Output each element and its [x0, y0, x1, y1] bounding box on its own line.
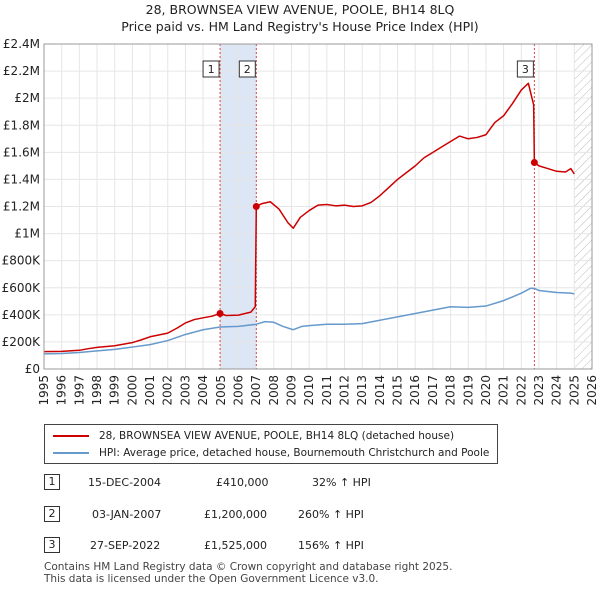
- x-tick-label: 2012: [338, 375, 352, 406]
- y-tick-label: £1.6M: [3, 145, 40, 159]
- y-tick-label: £1.8M: [3, 118, 40, 132]
- sale-hpi: 32% ↑ HPI: [312, 476, 371, 489]
- x-tick-label: 1998: [90, 375, 104, 406]
- y-tick-label: £2M: [14, 91, 40, 105]
- sale-price: £1,200,000: [204, 508, 267, 521]
- legend-item-hpi: HPI: Average price, detached house, Bour…: [53, 445, 489, 461]
- sale-row: 3 27-SEP-2022 £1,525,000 156% ↑ HPI: [44, 537, 464, 555]
- sale-label-box: [202, 60, 220, 78]
- y-tick-label: £2.4M: [3, 37, 40, 51]
- legend: 28, BROWNSEA VIEW AVENUE, POOLE, BH14 8L…: [44, 424, 498, 464]
- sale-marker: [216, 309, 224, 317]
- sale-price: £410,000: [216, 476, 269, 489]
- y-tick-label: £1M: [14, 227, 40, 241]
- x-tick-label: 2013: [355, 375, 369, 406]
- sale-row: 2 03-JAN-2007 £1,200,000 260% ↑ HPI: [44, 506, 464, 524]
- x-tick-label: 2015: [391, 375, 405, 406]
- legend-label-property: 28, BROWNSEA VIEW AVENUE, POOLE, BH14 8L…: [99, 430, 455, 442]
- y-tick-label: £0: [25, 362, 40, 376]
- sale-marker: [530, 158, 538, 166]
- footer-licence: This data is licensed under the Open Gov…: [44, 573, 379, 585]
- sale-hpi: 156% ↑ HPI: [298, 539, 364, 552]
- sale-date: 15-DEC-2004: [88, 476, 162, 489]
- x-tick-label: 2022: [514, 375, 528, 406]
- x-tick-label: 2006: [231, 375, 245, 406]
- chart-title: 28, BROWNSEA VIEW AVENUE, POOLE, BH14 8L…: [146, 2, 455, 17]
- sale-date: 03-JAN-2007: [92, 508, 162, 521]
- y-tick-label: £1.4M: [3, 172, 40, 186]
- x-tick-label: 2009: [284, 375, 298, 406]
- y-tick-label: £800K: [2, 254, 42, 268]
- x-tick-label: 1997: [72, 375, 86, 406]
- x-tick-label: 2021: [497, 375, 511, 406]
- sale-badge: 3: [44, 537, 60, 553]
- sale-badge: 1: [44, 474, 60, 490]
- plot-frame: [43, 43, 593, 370]
- x-tick-label: 2001: [143, 375, 157, 406]
- x-tick-label: 2023: [532, 375, 546, 406]
- x-tick-label: 2000: [125, 375, 139, 406]
- x-tick-label: 1996: [55, 375, 69, 406]
- footer-copyright: Contains HM Land Registry data © Crown c…: [44, 561, 453, 573]
- x-tick-label: 2016: [408, 375, 422, 406]
- sale-label-box: [238, 60, 256, 78]
- x-tick-label: 2026: [585, 375, 599, 406]
- x-tick-label: 2011: [320, 375, 334, 406]
- x-tick-label: 2019: [461, 375, 475, 406]
- sale-label-text: 2: [244, 63, 251, 76]
- x-tick-label: 2024: [550, 375, 564, 406]
- sale-badge: 2: [44, 506, 60, 522]
- x-tick-label: 2005: [214, 375, 228, 406]
- x-tick-label: 2004: [196, 375, 210, 406]
- y-tick-label: £1.2M: [3, 200, 40, 214]
- property-price-line: [44, 82, 575, 353]
- x-tick-label: 1995: [37, 375, 51, 406]
- sale-date: 27-SEP-2022: [90, 539, 161, 552]
- price-chart: 28, BROWNSEA VIEW AVENUE, POOLE, BH14 8L…: [2, 2, 599, 406]
- hpi-line: [44, 287, 575, 355]
- x-tick-label: 2020: [479, 375, 493, 406]
- x-tick-label: 2018: [444, 375, 458, 406]
- legend-label-hpi: HPI: Average price, detached house, Bour…: [99, 447, 490, 459]
- legend-swatch-property: [53, 435, 89, 437]
- sale-row: 1 15-DEC-2004 £410,000 32% ↑ HPI: [44, 474, 464, 492]
- y-tick-label: £200K: [2, 335, 42, 349]
- x-tick-label: 2007: [249, 375, 263, 406]
- x-tick-label: 2025: [567, 375, 581, 406]
- sale-label-text: 3: [522, 63, 529, 76]
- y-tick-label: £600K: [2, 281, 42, 295]
- sale-label-box: [516, 60, 534, 78]
- y-tick-label: £2.2M: [3, 64, 40, 78]
- footer: Contains HM Land Registry data © Crown c…: [44, 561, 452, 585]
- sale-price: £1,525,000: [204, 539, 267, 552]
- x-tick-label: 2010: [302, 375, 316, 406]
- sale-hpi: 260% ↑ HPI: [298, 508, 364, 521]
- x-tick-label: 2008: [267, 375, 281, 406]
- x-tick-label: 2003: [178, 375, 192, 406]
- y-tick-label: £400K: [2, 308, 42, 322]
- chart-subtitle: Price paid vs. HM Land Registry's House …: [121, 19, 478, 34]
- legend-item-property: 28, BROWNSEA VIEW AVENUE, POOLE, BH14 8L…: [53, 428, 454, 444]
- x-tick-label: 1999: [108, 375, 122, 406]
- sale-label-text: 1: [208, 63, 215, 76]
- x-tick-label: 2014: [373, 375, 387, 406]
- x-tick-label: 2002: [161, 375, 175, 406]
- legend-swatch-hpi: [53, 452, 89, 454]
- x-tick-label: 2017: [426, 375, 440, 406]
- sale-marker: [252, 203, 260, 210]
